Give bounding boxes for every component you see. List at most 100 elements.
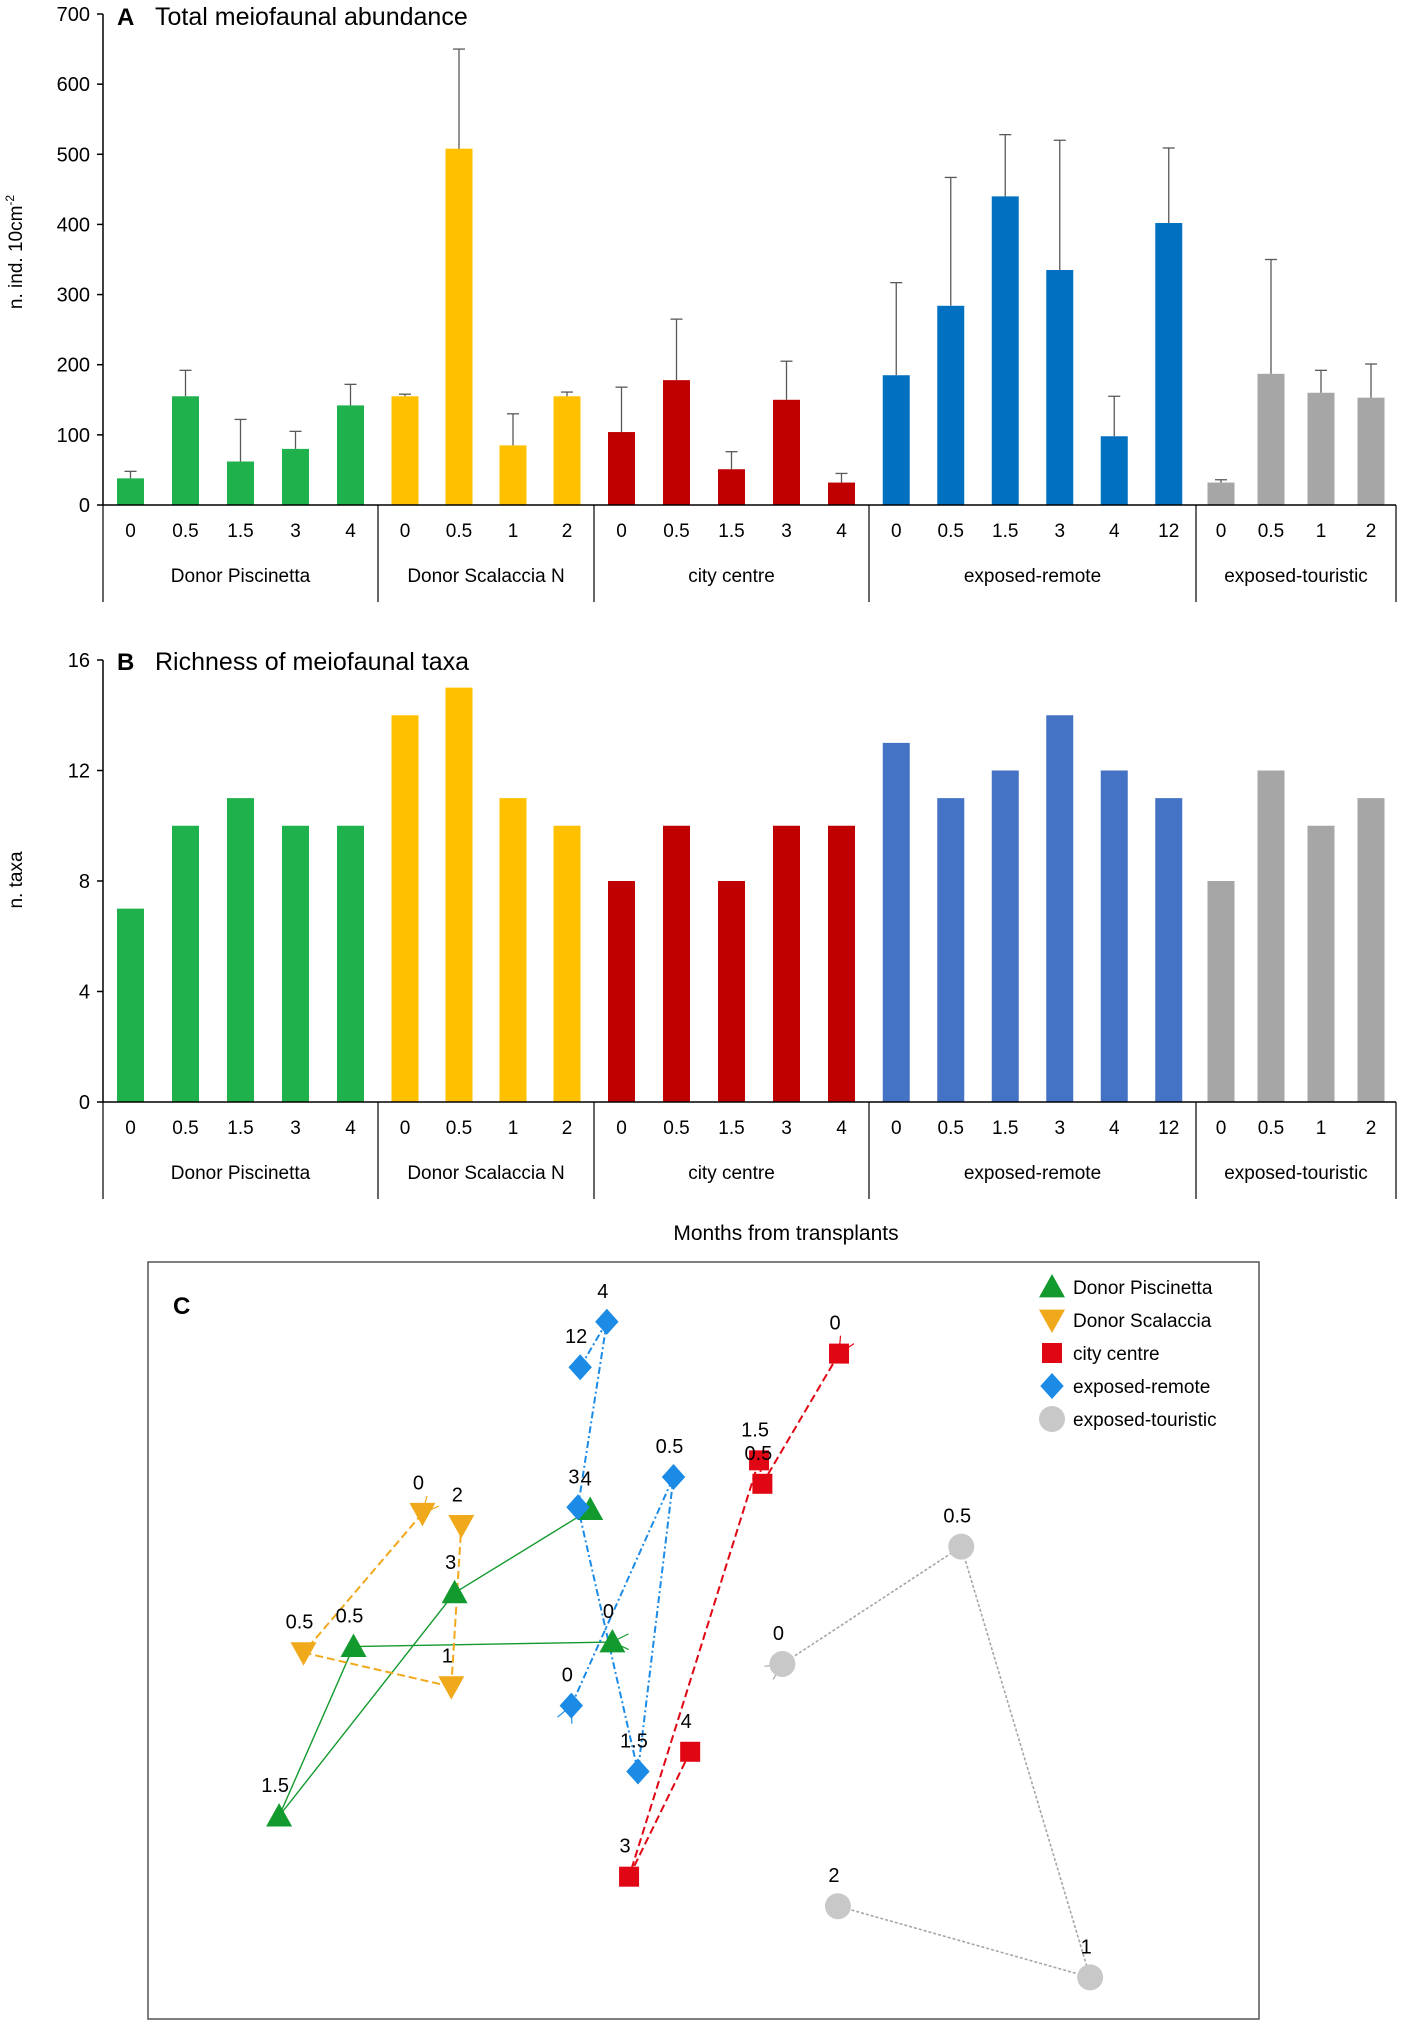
- b-x-tick-label: 1.5: [992, 1118, 1018, 1139]
- panel-a-ylabel-text: n. ind. 10cm: [6, 206, 27, 310]
- scatter-point-label: 1.5: [741, 1419, 769, 1441]
- a-bar: [1307, 392, 1335, 505]
- b-bar: [445, 687, 473, 1102]
- scatter-point: [680, 1741, 701, 1762]
- panel-c-trajectories: [278, 1321, 1091, 1979]
- a-bar: [553, 396, 581, 505]
- b-group-label: Donor Scalaccia N: [407, 1163, 564, 1184]
- b-bar: [773, 825, 800, 1102]
- panel-b-letter: B: [117, 649, 134, 676]
- scatter-point: [824, 1893, 851, 1920]
- panel-b: B Richness of meiofaunal taxa n. taxa 0 4…: [6, 648, 1397, 1199]
- b-x-tick-label: 1: [508, 1118, 519, 1139]
- b-x-tick-label: 1: [1316, 1118, 1327, 1139]
- panel-a: A Total meiofaunal abundance n. ind. 10c…: [3, 3, 1397, 602]
- b-y-tick-label: 12: [68, 761, 90, 783]
- scatter-point: [568, 1354, 592, 1381]
- scatter-point-label: 4: [581, 1469, 592, 1491]
- legend-label: exposed-remote: [1073, 1377, 1210, 1398]
- a-bar: [773, 399, 800, 505]
- scatter-point: [595, 1308, 619, 1335]
- panel-c-point-labels: 00.51.53400.51200.51.53400.51.5341200.51…: [261, 1281, 1091, 1959]
- panel-a-ylabel: n. ind. 10cm-2: [3, 195, 27, 309]
- scatter-point-label: 3: [445, 1552, 456, 1574]
- a-bar: [828, 482, 855, 505]
- b-bar: [991, 770, 1019, 1102]
- a-y-tick-label: 500: [57, 144, 90, 166]
- b-bar: [282, 825, 309, 1102]
- b-bar: [391, 715, 419, 1102]
- b-x-tick-label: 2: [562, 1118, 573, 1139]
- b-y-tick-label: 4: [79, 982, 90, 1004]
- a-bar: [1207, 482, 1235, 505]
- legend-marker: [1039, 1274, 1065, 1298]
- panel-b-y-axis: 0 4 8 12 16: [68, 650, 104, 1114]
- a-x-tick-label: 0.5: [938, 521, 964, 542]
- shared-xlabel: Months from transplants: [673, 1222, 898, 1245]
- b-x-tick-label: 3: [781, 1118, 792, 1139]
- a-x-tick-label: 0.5: [446, 521, 472, 542]
- scatter-point: [626, 1758, 650, 1785]
- a-x-tick-label: 1.5: [227, 521, 253, 542]
- a-bar: [718, 469, 745, 505]
- a-group-label: city centre: [688, 566, 775, 587]
- scatter-point-label: 0: [562, 1665, 573, 1687]
- scatter-point-label: 3: [620, 1836, 631, 1858]
- scatter-point-label: 4: [597, 1281, 608, 1303]
- scatter-point-label: 1.5: [261, 1775, 289, 1797]
- b-x-tick-label: 1.5: [227, 1118, 253, 1139]
- a-x-tick-label: 12: [1158, 521, 1179, 542]
- a-x-tick-label: 0.5: [663, 521, 689, 542]
- b-x-tick-label: 4: [1109, 1118, 1120, 1139]
- a-bar: [937, 305, 965, 505]
- a-y-tick-label: 0: [79, 495, 90, 517]
- b-x-tick-label: 0.5: [1258, 1118, 1284, 1139]
- b-bar: [1307, 825, 1335, 1102]
- trajectory-segment: [570, 1476, 675, 1707]
- a-y-tick-label: 600: [57, 74, 90, 96]
- a-x-tick-label: 4: [836, 521, 847, 542]
- b-x-tick-label: 2: [1366, 1118, 1377, 1139]
- panel-a-y-axis: 0 100 200 300 400 500 600 700: [57, 4, 104, 517]
- b-x-tick-label: 4: [345, 1118, 356, 1139]
- b-bar: [718, 881, 745, 1102]
- panel-c: C 00.51.53400.51200.51.53400.51.5341200.…: [147, 1261, 1260, 2020]
- b-bar: [1046, 715, 1074, 1102]
- scatter-point-label: 0: [829, 1313, 840, 1335]
- scatter-point-label: 2: [452, 1484, 463, 1506]
- scatter-point: [619, 1866, 640, 1887]
- a-bar: [499, 445, 527, 505]
- a-bar: [882, 375, 910, 505]
- b-x-tick-label: 0.5: [938, 1118, 964, 1139]
- b-y-tick-label: 8: [79, 871, 90, 893]
- b-y-tick-label: 16: [68, 650, 90, 672]
- a-x-tick-label: 0: [1216, 521, 1227, 542]
- legend-label: Donor Piscinetta: [1073, 1278, 1213, 1299]
- a-bar: [282, 448, 309, 505]
- scatter-point: [661, 1463, 686, 1490]
- a-y-tick-label: 100: [57, 425, 90, 447]
- b-x-tick-label: 0.5: [446, 1118, 472, 1139]
- a-bar: [991, 196, 1019, 505]
- trajectory-segment: [837, 1905, 1091, 1979]
- a-bar: [445, 148, 473, 505]
- scatter-point: [559, 1692, 583, 1719]
- a-x-tick-label: 2: [1366, 521, 1377, 542]
- scatter-point-label: 1.5: [620, 1730, 648, 1752]
- a-y-tick-label: 400: [57, 214, 90, 236]
- scatter-point-label: 0.5: [744, 1443, 772, 1465]
- a-bar: [663, 380, 690, 505]
- scatter-point-label: 3: [568, 1466, 579, 1488]
- scatter-point: [441, 1579, 468, 1604]
- a-bar: [172, 396, 199, 505]
- a-group-label: exposed-touristic: [1224, 566, 1368, 587]
- scatter-point: [577, 1496, 604, 1520]
- b-bar: [1257, 770, 1285, 1102]
- scatter-point: [409, 1502, 436, 1527]
- a-bar: [1357, 397, 1385, 505]
- trajectory-segment: [278, 1646, 355, 1817]
- legend-marker: [1039, 1406, 1065, 1432]
- b-x-tick-label: 0.5: [172, 1118, 198, 1139]
- scatter-point-label: 2: [828, 1865, 839, 1887]
- scatter-point: [829, 1343, 850, 1364]
